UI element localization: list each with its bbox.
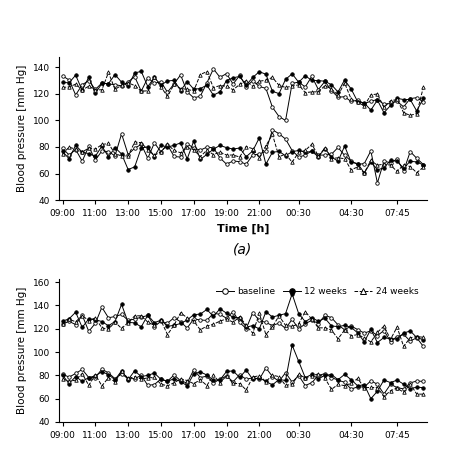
12 weeks <box>191 312 197 318</box>
12 weeks <box>66 316 72 322</box>
12 weeks <box>302 319 308 325</box>
24 weeks <box>420 335 426 340</box>
12 weeks <box>342 322 347 328</box>
baseline <box>420 344 426 349</box>
24 weeks <box>296 321 301 327</box>
baseline <box>66 319 72 324</box>
12 weeks <box>374 340 380 346</box>
Y-axis label: Blood pressure [mm Hg]: Blood pressure [mm Hg] <box>18 287 27 414</box>
baseline <box>342 327 347 333</box>
12 weeks <box>60 319 65 324</box>
24 weeks <box>302 309 308 315</box>
Line: baseline: baseline <box>61 306 425 348</box>
12 weeks <box>289 291 295 297</box>
baseline <box>198 317 203 323</box>
24 weeks <box>283 322 288 328</box>
Line: 12 weeks: 12 weeks <box>61 292 425 344</box>
baseline <box>60 321 65 327</box>
24 weeks <box>263 332 269 337</box>
24 weeks <box>191 318 197 324</box>
Text: (a): (a) <box>233 243 253 257</box>
12 weeks <box>420 337 426 343</box>
baseline <box>270 323 275 328</box>
baseline <box>302 321 308 327</box>
12 weeks <box>283 311 288 317</box>
12 weeks <box>263 309 269 315</box>
24 weeks <box>342 327 347 333</box>
24 weeks <box>66 316 72 322</box>
24 weeks <box>60 321 65 327</box>
Y-axis label: Blood pressure [mm Hg]: Blood pressure [mm Hg] <box>18 65 27 192</box>
X-axis label: Time [h]: Time [h] <box>217 224 269 234</box>
baseline <box>99 304 105 310</box>
Legend: baseline, 12 weeks, 24 weeks: baseline, 12 weeks, 24 weeks <box>212 283 422 300</box>
baseline <box>289 317 295 322</box>
Line: 24 weeks: 24 weeks <box>61 310 425 348</box>
24 weeks <box>401 344 407 349</box>
